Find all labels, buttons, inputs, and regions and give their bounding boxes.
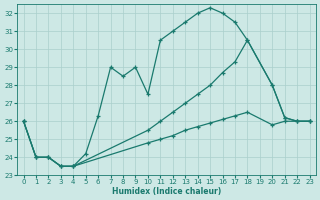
X-axis label: Humidex (Indice chaleur): Humidex (Indice chaleur): [112, 187, 221, 196]
